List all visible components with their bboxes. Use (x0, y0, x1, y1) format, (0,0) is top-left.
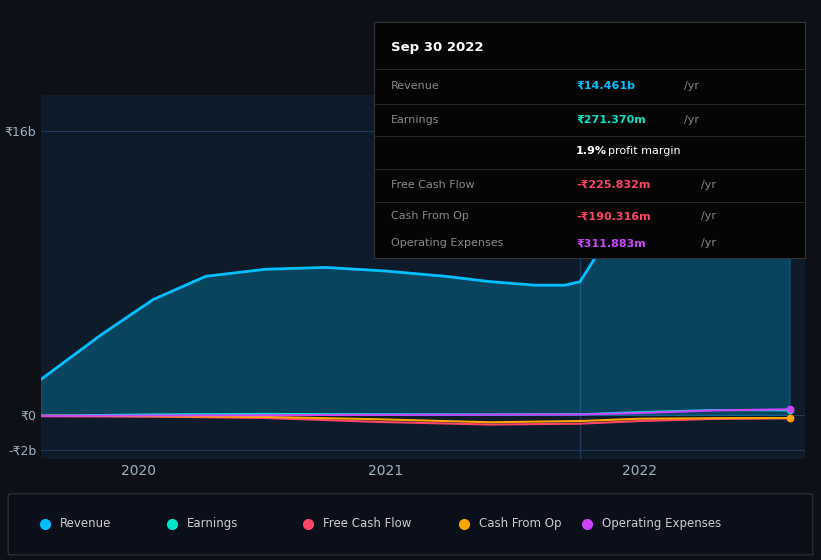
Point (783, 142, 796, 151)
Text: Operating Expenses: Operating Expenses (602, 517, 721, 530)
Text: Revenue: Revenue (60, 517, 112, 530)
Text: Revenue: Revenue (391, 81, 439, 91)
Text: ₹311.883m: ₹311.883m (576, 239, 646, 249)
Text: profit margin: profit margin (608, 146, 681, 156)
FancyBboxPatch shape (8, 494, 813, 555)
Text: /yr: /yr (701, 239, 716, 249)
Text: ₹271.370m: ₹271.370m (576, 115, 646, 125)
Point (783, 406, 796, 415)
Text: 1.9%: 1.9% (576, 146, 608, 156)
Text: -₹190.316m: -₹190.316m (576, 212, 651, 221)
Text: /yr: /yr (684, 81, 699, 91)
Text: Sep 30 2022: Sep 30 2022 (391, 40, 484, 54)
Text: /yr: /yr (701, 212, 716, 221)
Text: Cash From Op: Cash From Op (479, 517, 561, 530)
Text: Cash From Op: Cash From Op (391, 212, 469, 221)
Text: Free Cash Flow: Free Cash Flow (323, 517, 411, 530)
Text: /yr: /yr (701, 180, 716, 190)
Point (783, 405, 796, 414)
Text: Operating Expenses: Operating Expenses (391, 239, 503, 249)
Text: /yr: /yr (684, 115, 699, 125)
Text: Earnings: Earnings (391, 115, 439, 125)
Text: Free Cash Flow: Free Cash Flow (391, 180, 475, 190)
Text: Earnings: Earnings (187, 517, 239, 530)
Text: ₹14.461b: ₹14.461b (576, 81, 635, 91)
Point (783, 414, 796, 423)
Point (783, 413, 796, 422)
Text: -₹225.832m: -₹225.832m (576, 180, 650, 190)
